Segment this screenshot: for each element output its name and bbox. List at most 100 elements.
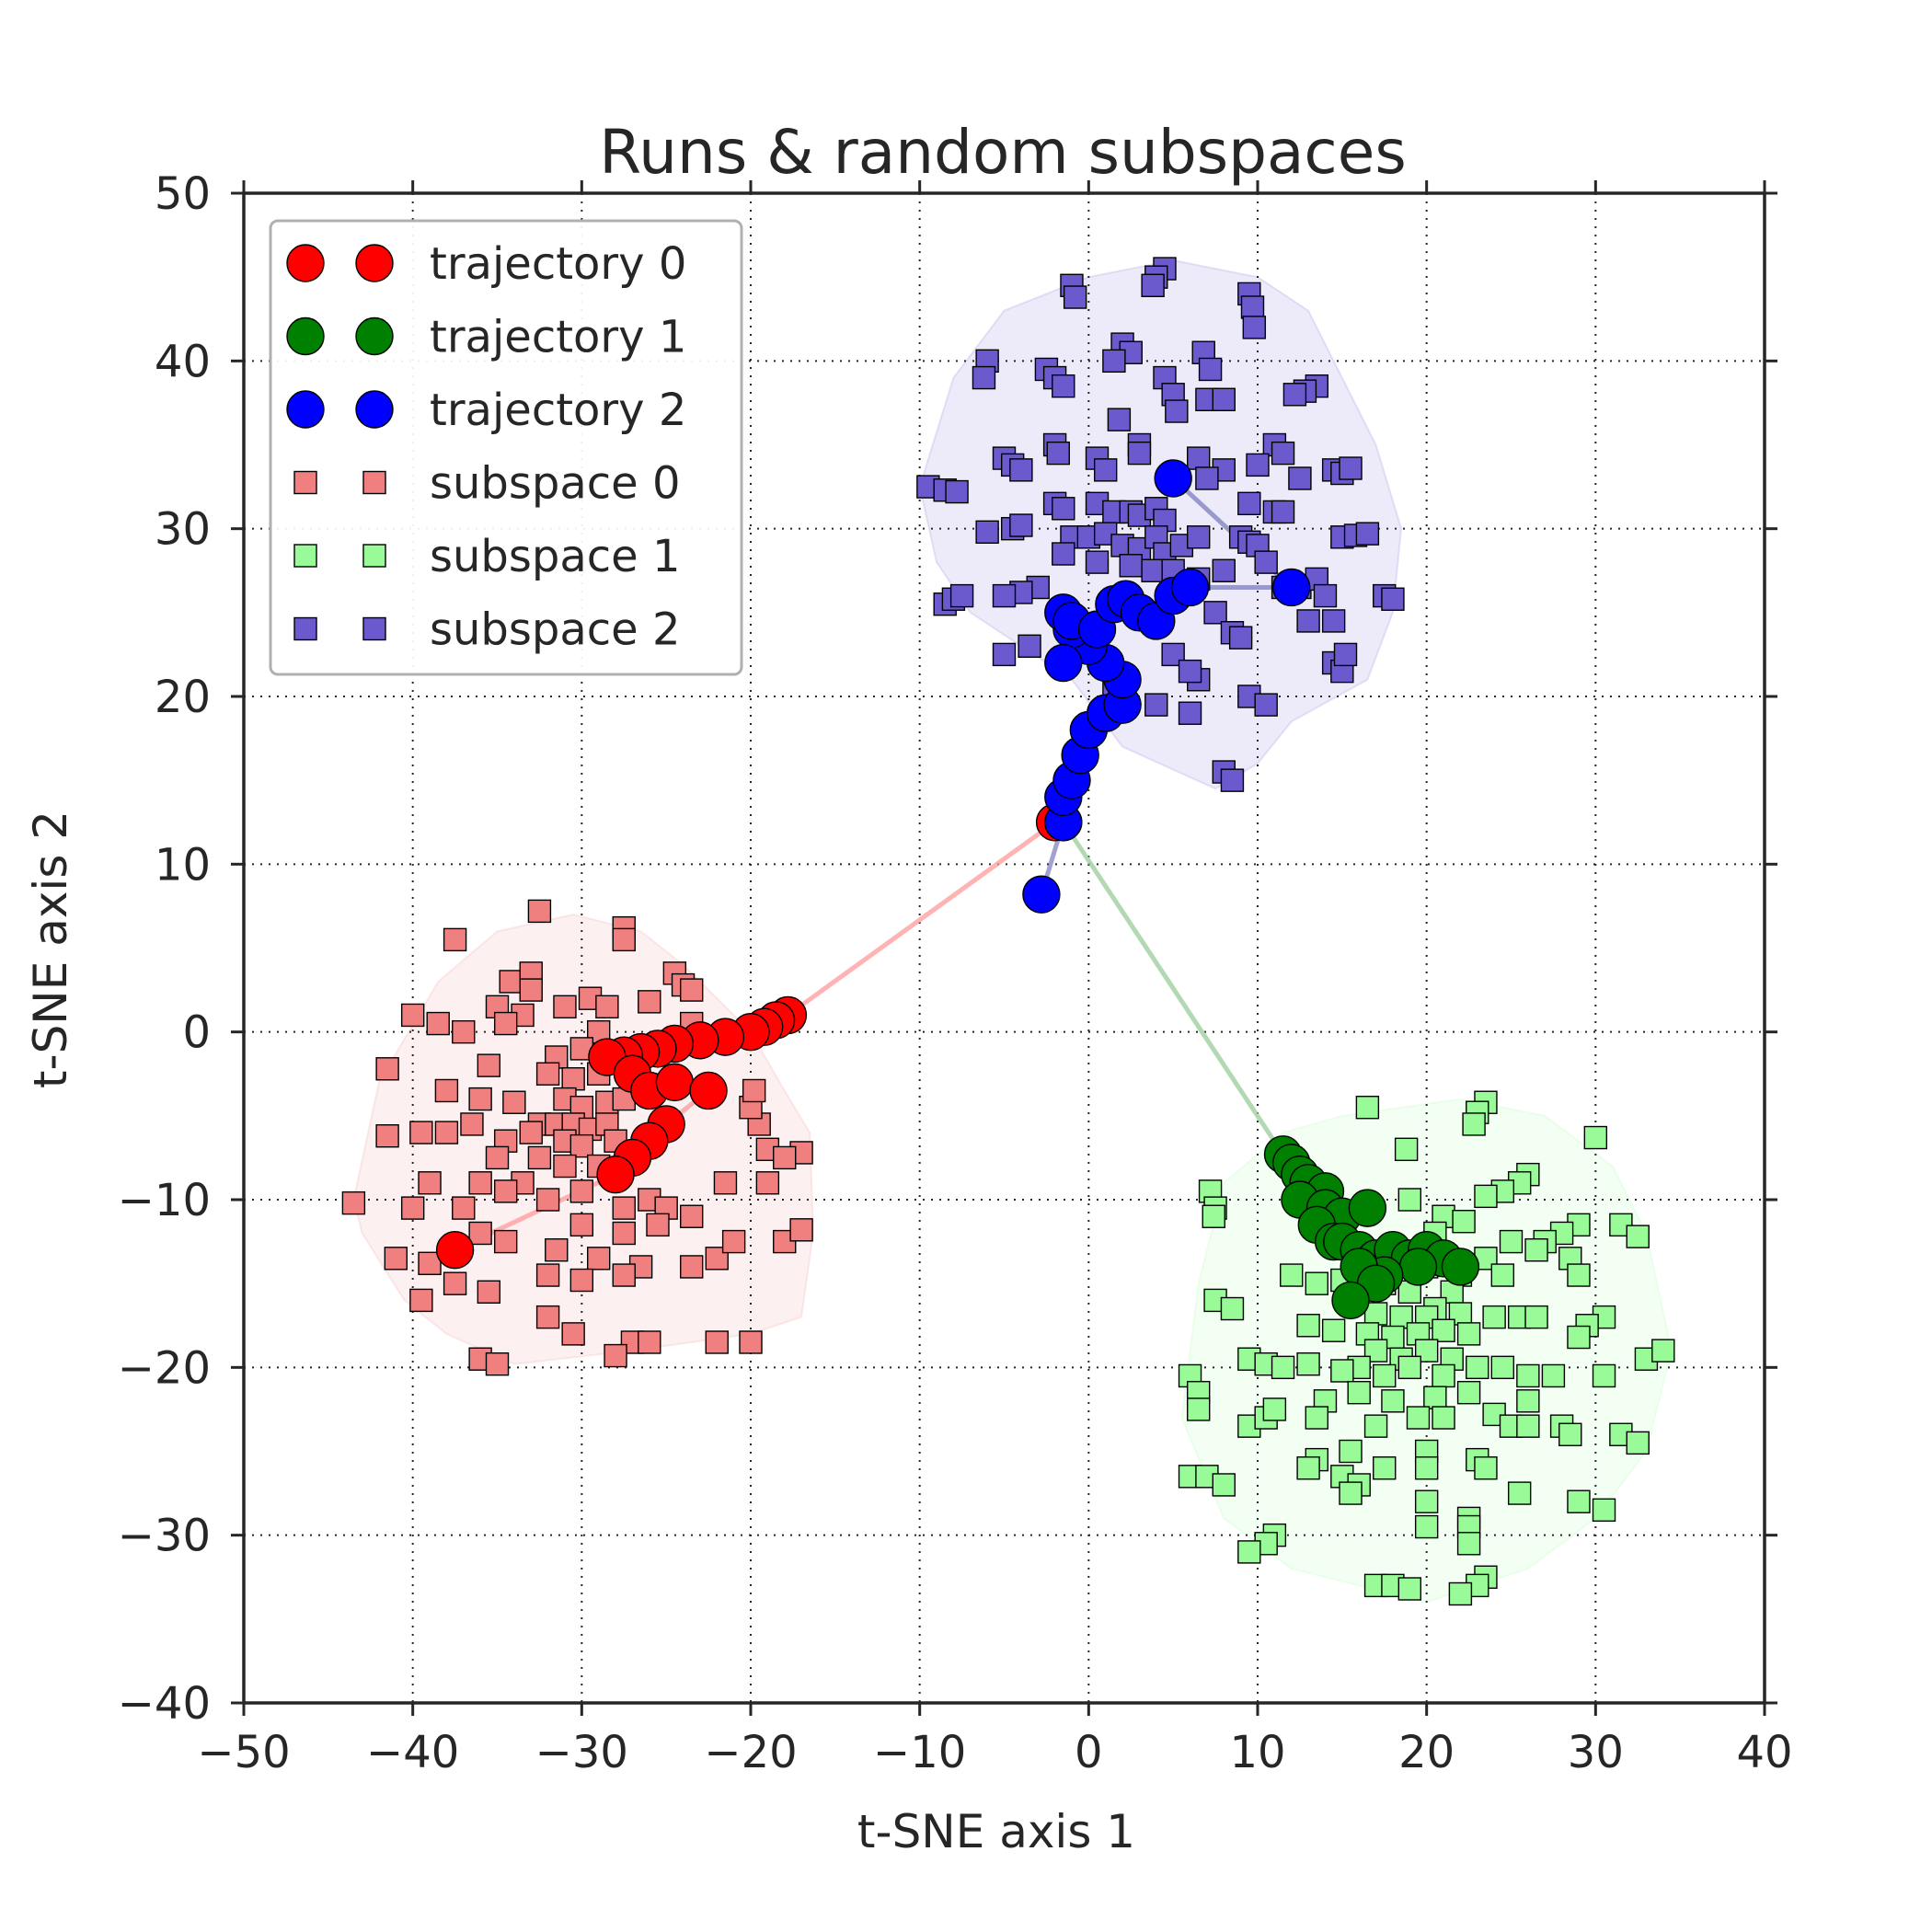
- subspace-2-point: [1052, 497, 1075, 521]
- subspace-0-point: [452, 1019, 476, 1044]
- trajectory-2-point: [1044, 643, 1083, 683]
- subspace-0-point: [443, 1271, 467, 1295]
- subspace-1-point: [1339, 1481, 1363, 1505]
- subspace-1-point: [1414, 1514, 1439, 1539]
- subspace-1-point: [1296, 1456, 1320, 1480]
- x-tick-label: 20: [1398, 1727, 1455, 1778]
- x-tick-label: 40: [1736, 1727, 1792, 1778]
- y-axis-label: t-SNE axis 2: [24, 811, 77, 1088]
- subspace-0-point: [612, 1221, 636, 1246]
- legend-label: subspace 2: [430, 604, 681, 656]
- subspace-1-point: [1490, 1263, 1515, 1287]
- subspace-1-point: [1452, 1210, 1476, 1234]
- subspace-0-point: [375, 1124, 399, 1148]
- subspace-1-point: [1466, 1355, 1489, 1380]
- subspace-2-point: [1313, 583, 1338, 608]
- subspace-1-point: [1524, 1305, 1548, 1329]
- subspace-1-point: [1567, 1489, 1591, 1513]
- subspace-2-point: [1220, 768, 1245, 792]
- subspace-0-point: [569, 1268, 594, 1293]
- subspace-1-point: [1567, 1325, 1591, 1350]
- y-tick-label: −30: [118, 1511, 211, 1562]
- y-tick-label: −10: [118, 1175, 211, 1226]
- subspace-1-point: [1397, 1355, 1422, 1380]
- legend-marker: [293, 544, 317, 568]
- subspace-2-point: [1321, 609, 1346, 633]
- legend-marker: [362, 616, 386, 641]
- subspace-0-point: [561, 1067, 585, 1091]
- subspace-1-point: [1558, 1422, 1582, 1446]
- subspace-0-point: [341, 1190, 366, 1215]
- subspace-0-point: [638, 990, 661, 1014]
- grid-lines: [244, 193, 1765, 1703]
- y-tick-label: 30: [155, 504, 211, 556]
- subspace-1-point: [1373, 1363, 1397, 1388]
- subspace-2-point: [1246, 453, 1270, 477]
- trajectory-1-point: [1398, 1248, 1438, 1286]
- y-tick-label: 20: [155, 672, 211, 723]
- subspace-2-point: [1381, 587, 1405, 611]
- subspace-1-point: [1414, 1456, 1439, 1480]
- subspace-1-point: [1499, 1229, 1524, 1254]
- subspace-0-point: [646, 1213, 670, 1237]
- subspace-1-point: [1187, 1397, 1211, 1421]
- subspace-1-point: [1339, 1439, 1363, 1464]
- trajectory-0-point: [435, 1230, 475, 1270]
- legend-label: trajectory 0: [430, 238, 686, 290]
- legend: trajectory 0 trajectory 1 trajectory 2 subs…: [269, 219, 743, 676]
- subspace-2-point: [1240, 295, 1265, 319]
- subspace-1-point: [1414, 1339, 1439, 1363]
- legend-label: trajectory 2: [430, 385, 686, 436]
- trajectory-2-point: [1170, 568, 1210, 607]
- subspace-2-point: [1212, 387, 1236, 411]
- subspace-2-point: [1198, 357, 1223, 382]
- subspace-0-point: [742, 1078, 766, 1103]
- subspace-0-point: [485, 1351, 510, 1376]
- subspace-0-point: [519, 978, 543, 1002]
- subspace-1-point: [1432, 1318, 1455, 1342]
- subspace-0-point: [400, 1003, 425, 1028]
- subspace-0-point: [460, 1112, 484, 1136]
- subspace-2-point: [1009, 513, 1033, 537]
- subspace-1-point: [1482, 1402, 1506, 1427]
- subspace-0-point: [773, 1145, 797, 1170]
- subspace-2-point: [972, 365, 996, 390]
- subspace-0-point: [409, 1121, 433, 1144]
- legend-marker: [293, 470, 317, 495]
- trajectory-1-point: [1348, 1189, 1387, 1227]
- subspace-2-point: [1254, 693, 1278, 717]
- legend-marker: [293, 616, 317, 641]
- subspace-1-point: [1482, 1305, 1506, 1329]
- subspace-2-point: [1355, 522, 1380, 546]
- x-tick-label: −10: [873, 1727, 966, 1778]
- subspace-0-point: [468, 1221, 492, 1246]
- subspace-0-point: [680, 1204, 704, 1228]
- subspace-2-point: [1144, 693, 1168, 717]
- subspace-2-point: [992, 642, 1017, 667]
- subspace-1-point: [1363, 1414, 1388, 1438]
- subspace-1-point: [1220, 1296, 1245, 1321]
- subspace-1-point: [1296, 1351, 1320, 1376]
- subspace-2-point: [1237, 491, 1261, 516]
- subspace-0-point: [569, 1179, 594, 1203]
- legend-marker: [286, 390, 325, 429]
- subspace-0-point: [493, 1179, 518, 1203]
- x-tick-label: −40: [366, 1727, 459, 1778]
- subspace-0-point: [477, 1280, 501, 1304]
- subspace-0-point: [553, 1154, 577, 1179]
- trajectory-markers: [435, 459, 1480, 1320]
- subspace-2-point: [975, 520, 999, 545]
- subspace-0-point: [612, 927, 636, 952]
- trajectory-2-point: [1272, 568, 1311, 607]
- subspace-0-point: [705, 1330, 729, 1354]
- subspace-2-point: [1119, 554, 1143, 578]
- subspace-1-point: [1202, 1204, 1225, 1228]
- subspace-1-point: [1406, 1406, 1431, 1430]
- subspace-1-point: [1516, 1389, 1540, 1413]
- subspace-1-point: [1397, 1188, 1422, 1212]
- legend-marker: [362, 544, 386, 568]
- subspace-0-point: [375, 1057, 399, 1081]
- subspace-1-point: [1280, 1263, 1304, 1287]
- subspace-1-point: [1262, 1397, 1287, 1421]
